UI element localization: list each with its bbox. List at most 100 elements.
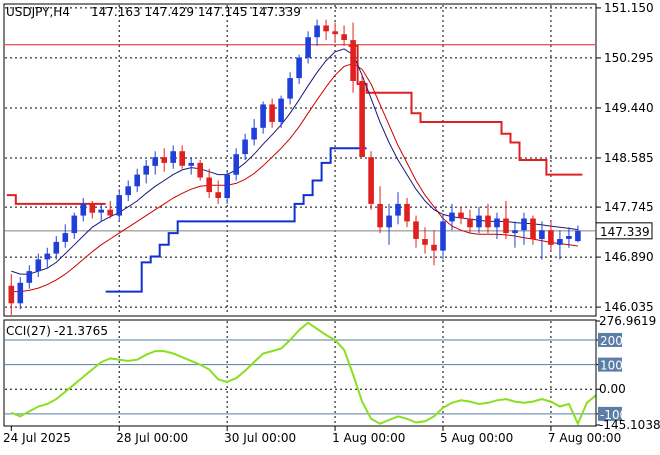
time-label: 30 Jul 00:00: [224, 431, 296, 445]
candle-body: [53, 241, 60, 254]
price-tick-label: 150.295: [604, 51, 654, 65]
symbol-label: USDJPY,H4: [6, 5, 70, 19]
cci-series: [10, 321, 597, 427]
cci-axis: 276.9619 200 100 0.00 -100-145.1038: [596, 314, 660, 432]
candle-body: [575, 230, 581, 242]
cci-axis-label: 276.9619: [599, 314, 656, 328]
cci-level-tag: [598, 406, 622, 421]
candle-body: [224, 174, 230, 198]
price-tick-label: 146.890: [604, 250, 654, 264]
candle-body: [413, 221, 419, 239]
candle-body: [26, 271, 33, 283]
candle-body: [233, 154, 239, 175]
candle-body: [62, 233, 69, 242]
candle-body: [359, 81, 365, 157]
candle-body: [494, 218, 500, 228]
cci-panel-frame: [3, 319, 597, 427]
candle-body: [341, 34, 347, 40]
candle-body: [152, 157, 158, 166]
candle-body: [422, 239, 428, 245]
candle-body: [476, 215, 482, 228]
candle-body: [350, 40, 356, 81]
cci-grid: [5, 321, 595, 425]
price-tick-label: 151.150: [604, 1, 654, 15]
candle-body: [485, 215, 491, 228]
price-panel-frame: [3, 3, 597, 317]
candle-body: [71, 215, 78, 234]
candle-body: [170, 151, 176, 163]
candle-body: [179, 151, 185, 166]
candle-body: [440, 221, 446, 251]
candle-body: [143, 165, 149, 175]
price-tick-label: 146.035: [604, 300, 654, 314]
time-label: 24 Jul 2025: [3, 431, 71, 445]
candle-body: [278, 98, 284, 122]
candle-body: [467, 218, 473, 228]
candle-body: [530, 218, 536, 239]
price-tick-label: 148.585: [604, 151, 654, 165]
cci-axis-label: -145.1038: [599, 418, 660, 432]
candle-body: [242, 139, 248, 155]
cci-axis-label: 0.00: [599, 382, 626, 396]
candle-body: [269, 104, 275, 122]
time-label: 5 Aug 00:00: [440, 431, 513, 445]
price-tick-label: 147.745: [604, 200, 654, 214]
price-tick-label: 149.440: [604, 101, 654, 115]
candle-body: [566, 236, 572, 239]
candle-body: [251, 127, 257, 140]
candle-body: [98, 209, 104, 213]
price-axis: 151.150 150.295 149.440 148.585 147.745 146.8…: [595, 1, 654, 314]
cci-level-tag: [598, 357, 622, 372]
candle-body: [44, 253, 51, 260]
candle-body: [539, 230, 545, 239]
candle-body: [206, 177, 212, 193]
candle-body: [332, 31, 338, 35]
ohlc-readout: 147.163 147.429 147.145 147.339: [91, 5, 301, 19]
candle-body: [215, 192, 221, 198]
candle-body: [314, 25, 320, 38]
time-label: 7 Aug 00:00: [548, 431, 621, 445]
candle-body: [557, 239, 563, 245]
candle-body: [323, 25, 329, 32]
candle-body: [17, 282, 24, 304]
candle-body: [260, 104, 266, 128]
cci-level-tag: [598, 332, 622, 347]
resistance-step-line: [6, 44, 583, 205]
candle-body: [287, 78, 293, 99]
candle-body: [449, 212, 455, 222]
candle-body: [404, 203, 410, 222]
time-label: 1 Aug 00:00: [332, 431, 405, 445]
candle-body: [296, 57, 302, 79]
candle-body: [116, 195, 122, 216]
time-label: 28 Jul 00:00: [116, 431, 188, 445]
current-price-label: 147.339: [600, 225, 650, 239]
candle-body: [548, 230, 554, 245]
candle-body: [503, 218, 509, 234]
candle-body: [8, 285, 15, 304]
time-axis: 24 Jul 2025 28 Jul 00:00 30 Jul 00:00 1 Aug…: [3, 426, 621, 445]
slow-moving-average-line: [11, 62, 578, 293]
support-step-line: [105, 147, 367, 293]
candle-body: [161, 157, 167, 163]
candle-body: [35, 259, 42, 272]
candle-body: [368, 157, 374, 204]
cci-level-label: 100: [600, 359, 623, 373]
candle-body: [197, 162, 203, 178]
candle-body: [395, 203, 401, 216]
candle-body: [521, 218, 527, 231]
candle-body: [386, 215, 392, 228]
candle-body: [80, 203, 87, 216]
candle-body: [107, 209, 113, 216]
cci-level-label: 200: [600, 334, 623, 348]
candle-body: [431, 244, 437, 251]
cci-line: [10, 321, 597, 427]
cci-level-label: -100: [600, 408, 627, 422]
fast-moving-average-line: [11, 48, 578, 275]
candle-body: [188, 162, 194, 166]
candle-body: [377, 203, 383, 228]
cci-value: -21.3765: [54, 324, 108, 338]
cci-title: CCI(27): [6, 324, 51, 338]
